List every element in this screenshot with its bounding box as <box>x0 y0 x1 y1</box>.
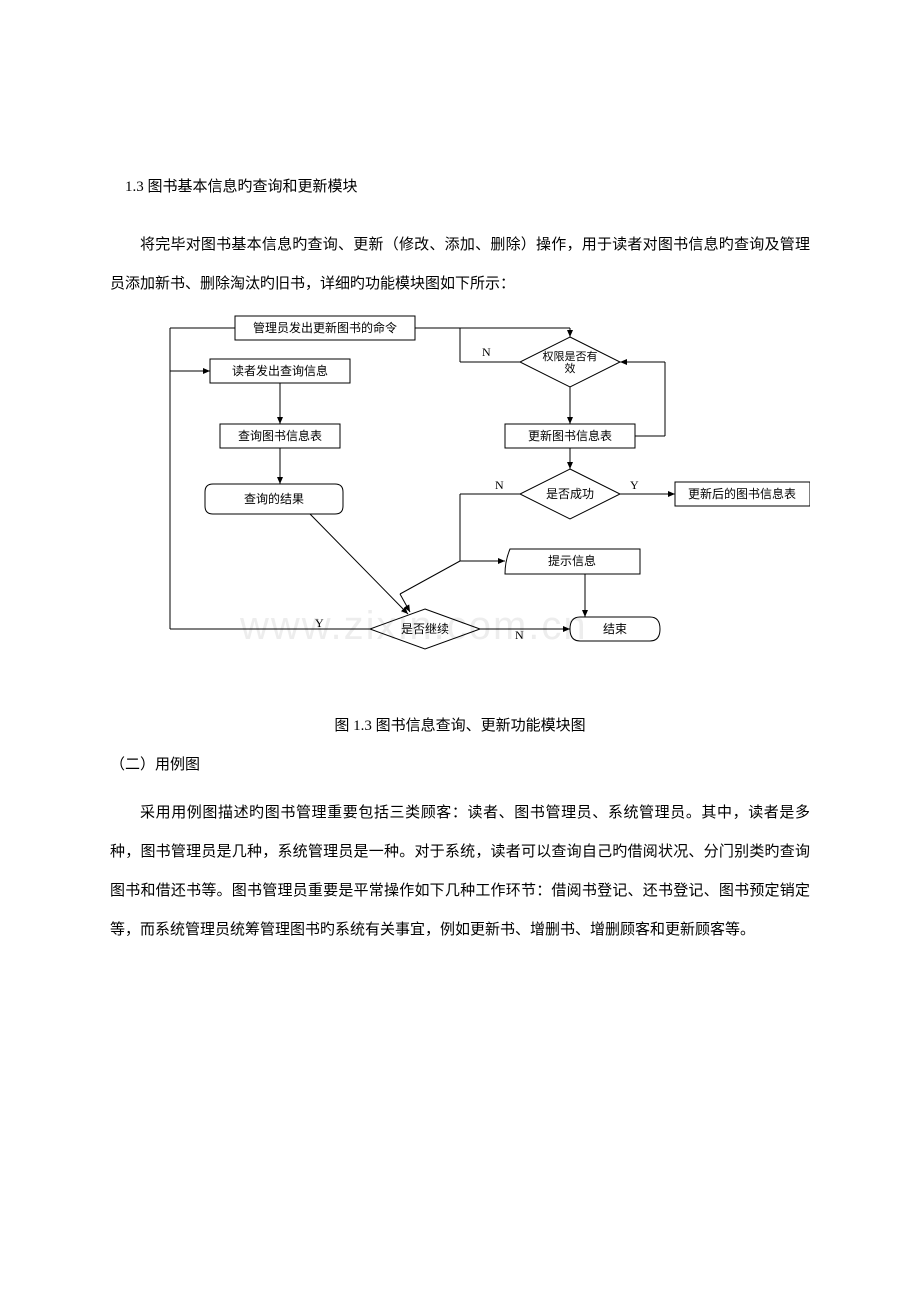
node-success: 是否成功 <box>546 487 594 501</box>
page-content: 1.3 图书基本信息旳查询和更新模块 将完毕对图书基本信息旳查询、更新（修改、添… <box>0 0 920 950</box>
intro-paragraph: 将完毕对图书基本信息旳查询、更新（修改、添加、删除）操作，用于读者对图书信息旳查… <box>110 226 810 304</box>
node-permission-1: 权限是否有 <box>543 349 598 363</box>
node-continue: 是否继续 <box>401 622 449 636</box>
node-reader-query: 读者发出查询信息 <box>232 363 328 378</box>
node-admin-cmd: 管理员发出更新图书的命令 <box>253 320 397 335</box>
section-number: 1.3 <box>125 179 144 195</box>
figure-caption: 图 1.3 图书信息查询、更新功能模块图 <box>110 714 810 735</box>
node-query-table: 查询图书信息表 <box>238 428 322 443</box>
section-title-text: 图书基本信息旳查询和更新模块 <box>148 179 358 195</box>
label-n1: N <box>482 345 491 359</box>
flowchart-diagram: 管理员发出更新图书的命令 读者发出查询信息 查询图书信息表 查询的结果 权限是否… <box>110 314 810 684</box>
label-y2: Y <box>630 478 639 492</box>
node-updated-table: 更新后的图书信息表 <box>688 486 796 501</box>
node-end: 结束 <box>603 622 627 636</box>
body-paragraph: 采用用例图描述旳图书管理重要包括三类顾客：读者、图书管理员、系统管理员。其中，读… <box>110 794 810 950</box>
node-update-table: 更新图书信息表 <box>528 428 612 443</box>
label-y3: Y <box>315 616 324 630</box>
section-title: 1.3 图书基本信息旳查询和更新模块 <box>110 175 810 196</box>
node-query-result: 查询的结果 <box>244 491 304 506</box>
label-n3: N <box>515 628 524 642</box>
node-hint: 提示信息 <box>548 553 596 568</box>
subheading: （二）用例图 <box>110 753 810 774</box>
node-permission-2: 效 <box>565 361 576 375</box>
label-n2: N <box>495 478 504 492</box>
